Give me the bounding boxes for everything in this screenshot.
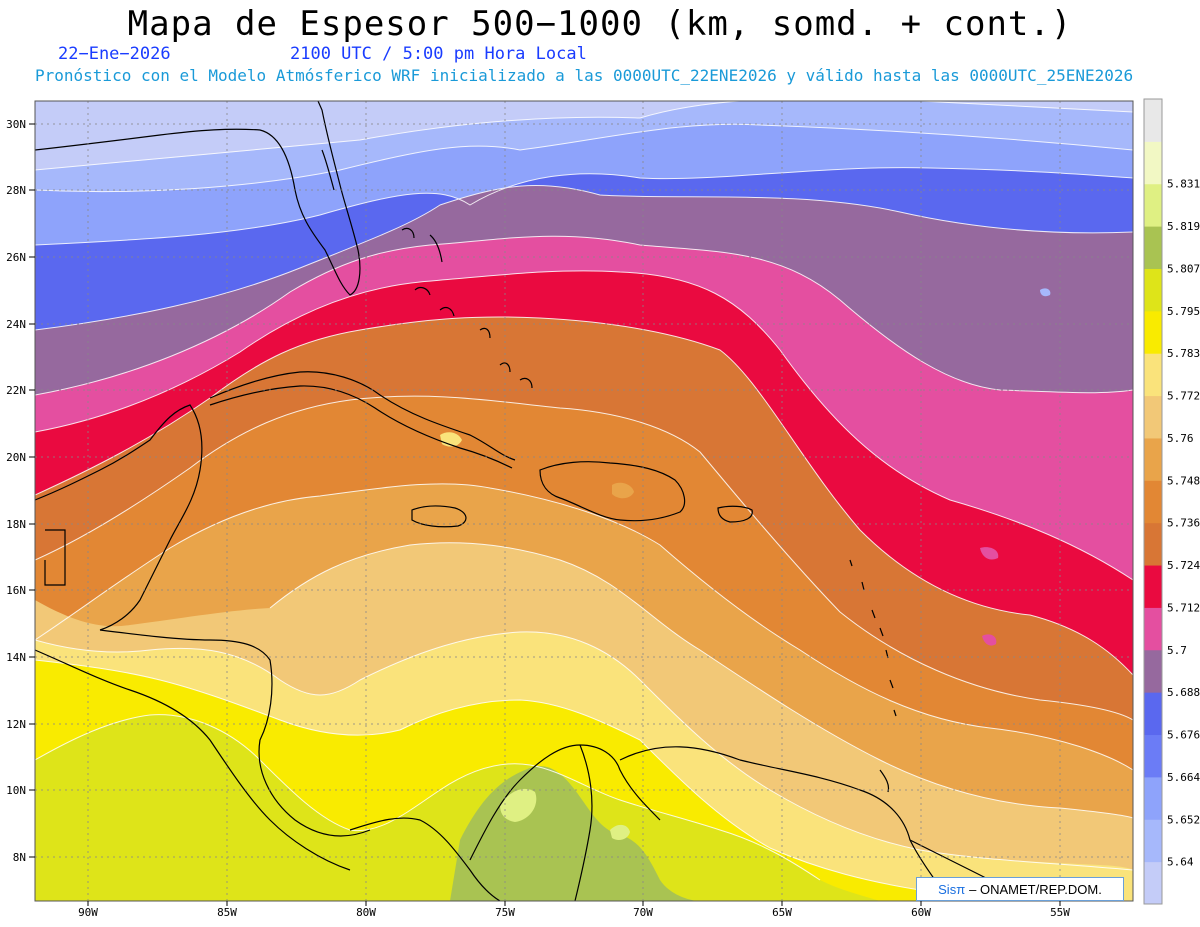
colorbar-label: 5.736 [1167,517,1200,530]
colorbar-label: 5.664 [1167,771,1200,784]
time-label: 2100 UTC / 5:00 pm Hora Local [290,44,587,64]
date-label: 22−Ene−2026 [58,44,171,64]
colorbar-swatch [1144,776,1162,820]
colorbar-label: 5.652 [1167,813,1200,826]
colorbar-label: 5.831 [1167,178,1200,191]
colorbar-swatch [1144,734,1162,778]
colorbar-label: 5.783 [1167,347,1200,360]
colorbar-swatch [1144,226,1162,269]
lat-label: 16N [6,584,26,597]
colorbar-label: 5.676 [1167,729,1200,742]
contour-lines [35,101,1133,891]
lat-label: 20N [6,451,26,464]
colorbar-swatch [1144,819,1162,863]
colorbar-swatch [1144,522,1162,566]
sis-logo-text: Sisπ [938,881,966,897]
lat-label: 22N [6,384,26,397]
colorbar-label: 5.76 [1167,432,1194,445]
lat-ticks [29,123,35,858]
lat-label: 10N [6,784,26,797]
coastlines [35,101,1031,901]
colorbar-swatch [1144,649,1162,693]
lon-label: 90W [78,906,98,919]
lon-ticks [87,901,1061,906]
lat-label: 24N [6,318,26,331]
lon-axis: 90W 85W 80W 75W 70W 65W 60W 55W [78,906,1070,919]
colorbar-swatch [1144,99,1162,142]
colorbar-swatch [1144,395,1162,439]
colorbar-swatch [1144,565,1162,608]
colorbar-frame [1143,98,1163,905]
forecast-label: Pronóstico con el Modelo Atmósferico WRF… [35,66,1134,85]
colorbar-label: 5.819 [1167,220,1200,233]
lon-label: 75W [495,906,515,919]
lon-label: 70W [633,906,653,919]
lat-label: 18N [6,518,26,531]
lon-label: 80W [356,906,376,919]
colorbar-swatch [1144,183,1162,227]
colorbar-swatch [1144,268,1162,312]
colorbar-label: 5.724 [1167,559,1200,572]
lon-label: 55W [1050,906,1070,919]
lat-label: 26N [6,251,26,264]
plot-frame [34,100,1134,902]
colorbar-label: 5.7 [1167,644,1187,657]
colorbar-swatch [1144,437,1162,481]
colorbar-label: 5.748 [1167,474,1200,487]
colorbar-label: 5.712 [1167,601,1200,614]
colorbar-swatch [1144,607,1162,651]
lon-label: 85W [217,906,237,919]
lon-label: 60W [911,906,931,919]
lat-label: 14N [6,651,26,664]
lat-label: 12N [6,718,26,731]
colorbar-swatch [1144,310,1162,354]
lat-label: 30N [6,118,26,131]
shaded-bands [35,101,1133,901]
credit-org: – ONAMET/REP.DOM. [969,881,1102,897]
colorbar-label: 5.795 [1167,305,1200,318]
colorbar-label: 5.64 [1167,856,1194,869]
lat-label: 28N [6,184,26,197]
colorbar-swatch [1144,861,1162,905]
colorbar-label: 5.688 [1167,686,1200,699]
lon-label: 65W [772,906,792,919]
grid-lines [35,101,1133,901]
lat-label: 8N [13,851,26,864]
colorbar: 5.64 5.652 5.664 5.676 5.688 5.7 5.712 5.724 5.7… [1143,98,1200,905]
page-title: Mapa de Espesor 500−1000 (km, somd. + co… [127,4,1073,44]
colorbar-label: 5.772 [1167,390,1200,403]
colorbar-swatch [1144,480,1162,524]
colorbar-swatch [1144,353,1162,397]
colorbar-label: 5.807 [1167,262,1200,275]
lat-axis: 30N 28N 26N 24N 22N 20N 18N 16N 14N 12N … [6,118,26,864]
colorbar-swatch [1144,692,1162,736]
credit-box: Sisπ – ONAMET/REP.DOM. [916,877,1124,901]
colorbar-swatch [1144,141,1162,185]
